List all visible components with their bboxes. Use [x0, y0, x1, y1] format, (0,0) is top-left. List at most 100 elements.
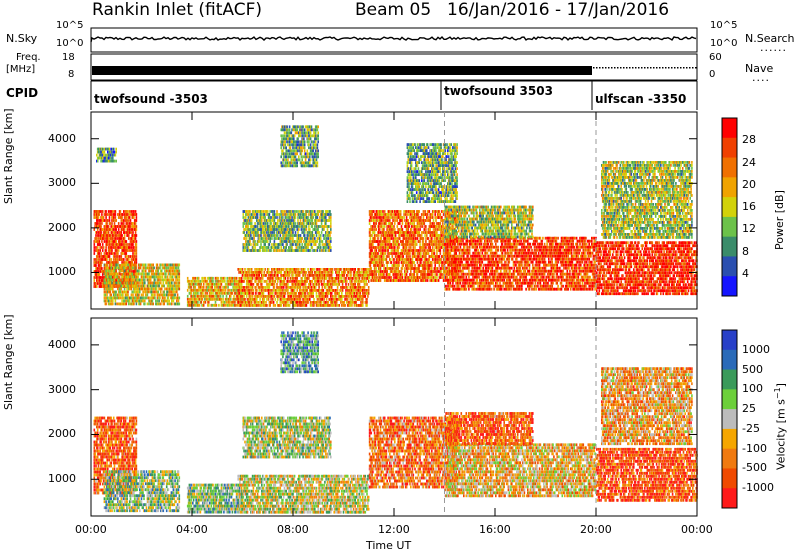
- power-heatmap-cells: [94, 125, 698, 306]
- heatmap-cell: [115, 213, 117, 216]
- heatmap-cell: [136, 228, 138, 231]
- heatmap-cell: [117, 255, 119, 258]
- heatmap-cell: [111, 151, 113, 154]
- heatmap-cell: [109, 252, 111, 255]
- heatmap-cell: [117, 258, 119, 261]
- heatmap-cell: [147, 276, 149, 279]
- heatmap-cell: [152, 291, 154, 294]
- heatmap-cell: [113, 216, 115, 219]
- heatmap-cell: [134, 240, 136, 243]
- heatmap-cell: [104, 240, 106, 243]
- heatmap-cell: [118, 279, 120, 282]
- heatmap-cell: [99, 222, 101, 225]
- heatmap-cell: [95, 246, 97, 249]
- heatmap-cell: [132, 252, 134, 255]
- heatmap-cell: [105, 294, 107, 297]
- heatmap-cell: [121, 240, 123, 243]
- heatmap-cell: [154, 279, 156, 282]
- heatmap-cell: [104, 219, 106, 222]
- heatmap-cell: [127, 210, 129, 213]
- heatmap-cell: [141, 294, 143, 297]
- heatmap-cell: [135, 237, 137, 240]
- heatmap-cell: [97, 160, 99, 163]
- heatmap-cell: [105, 303, 107, 306]
- heatmap-cell: [120, 279, 122, 282]
- heatmap-cell: [98, 258, 100, 261]
- heatmap-cell: [110, 261, 112, 264]
- radar-plot-canvas: [0, 0, 800, 554]
- heatmap-cell: [129, 270, 131, 273]
- heatmap-cell: [115, 154, 117, 157]
- heatmap-cell: [100, 231, 102, 234]
- heatmap-cell: [137, 291, 139, 294]
- heatmap-cell: [127, 228, 129, 231]
- heatmap-cell: [126, 270, 128, 273]
- heatmap-cell: [98, 237, 100, 240]
- heatmap-cell: [123, 219, 125, 222]
- heatmap-cell: [97, 228, 99, 231]
- heatmap-cell: [132, 249, 134, 252]
- heatmap-cell: [96, 261, 98, 264]
- heatmap-cell: [110, 210, 112, 213]
- heatmap-cell: [129, 249, 131, 252]
- heatmap-cell: [126, 267, 128, 270]
- nave-dot: [611, 67, 613, 69]
- heatmap-cell: [115, 294, 117, 297]
- heatmap-cell: [138, 270, 140, 273]
- heatmap-cell: [149, 288, 151, 291]
- heatmap-cell: [113, 258, 115, 261]
- heatmap-cell: [136, 282, 138, 285]
- heatmap-cell: [142, 300, 144, 303]
- heatmap-cell: [110, 258, 112, 261]
- heatmap-cell: [121, 300, 123, 303]
- nave-dot: [596, 67, 598, 69]
- heatmap-cell: [136, 243, 138, 246]
- heatmap-cell: [138, 294, 140, 297]
- heatmap-cell: [123, 267, 125, 270]
- heatmap-cell: [126, 252, 128, 255]
- heatmap-cell: [116, 249, 118, 252]
- heatmap-cell: [143, 273, 145, 276]
- heatmap-cell: [131, 228, 133, 231]
- heatmap-cell: [97, 246, 99, 249]
- heatmap-cell: [99, 246, 101, 249]
- heatmap-cell: [109, 219, 111, 222]
- nsky-line: [91, 37, 696, 42]
- heatmap-cell: [136, 219, 138, 222]
- heatmap-cell: [113, 267, 115, 270]
- heatmap-cell: [122, 285, 124, 288]
- heatmap-cell: [107, 213, 109, 216]
- heatmap-cell: [124, 237, 126, 240]
- heatmap-cell: [97, 255, 99, 258]
- heatmap-cell: [124, 231, 126, 234]
- heatmap-cell: [122, 276, 124, 279]
- heatmap-cell: [144, 279, 146, 282]
- heatmap-cell: [158, 285, 160, 288]
- heatmap-cell: [134, 252, 136, 255]
- heatmap-cell: [119, 282, 121, 285]
- nave-dot: [605, 67, 607, 69]
- heatmap-cell: [121, 243, 123, 246]
- heatmap-cell: [156, 285, 158, 288]
- heatmap-cell: [109, 258, 111, 261]
- heatmap-cell: [136, 213, 138, 216]
- heatmap-cell: [152, 303, 154, 306]
- heatmap-cell: [117, 264, 119, 267]
- nave-dot: [647, 67, 649, 69]
- heatmap-cell: [145, 270, 147, 273]
- heatmap-cell: [135, 210, 137, 213]
- heatmap-cell: [110, 234, 112, 237]
- heatmap-cell: [107, 243, 109, 246]
- heatmap-cell: [126, 261, 128, 264]
- heatmap-cell: [109, 148, 111, 151]
- heatmap-cell: [133, 216, 135, 219]
- heatmap-cell: [114, 255, 116, 258]
- heatmap-cell: [110, 291, 112, 294]
- heatmap-cell: [108, 285, 110, 288]
- heatmap-cell: [105, 154, 107, 157]
- nave-dot: [593, 67, 595, 69]
- heatmap-cell: [100, 225, 102, 228]
- heatmap-cell: [150, 303, 152, 306]
- heatmap-cell: [135, 222, 137, 225]
- heatmap-cell: [121, 255, 123, 258]
